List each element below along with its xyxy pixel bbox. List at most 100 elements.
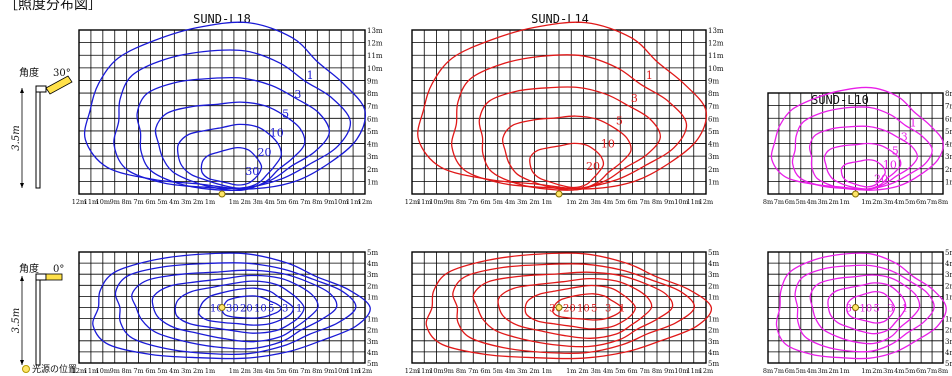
x-tick-label: 12m	[405, 367, 419, 375]
x-tick-label: 6m	[480, 198, 490, 206]
contour-value-label: 3	[605, 304, 611, 315]
arrow-down-icon	[20, 360, 24, 365]
contour-line	[775, 252, 947, 360]
x-tick-label: 11m	[346, 198, 360, 206]
x-tick-label: 8m	[456, 198, 466, 206]
contour-value-label: 20	[563, 304, 576, 315]
x-tick-label: 7m	[927, 367, 937, 375]
x-tick-label: 8m	[652, 367, 662, 375]
contours-bottom: 30 20 10 5 3 1	[425, 252, 712, 360]
x-tick-label: 4m	[603, 367, 613, 375]
x-tick-label: 5m	[615, 367, 625, 375]
x-tick-label: 11m	[84, 198, 98, 206]
panel-1: SUND-L1413m12m11m10m9m8m7m6m5m4m3m2m1m12…	[405, 12, 724, 375]
y-tick-label: 13m	[708, 27, 724, 35]
y-tick-label: 3m	[945, 338, 952, 346]
y-tick-label: 1m	[708, 316, 719, 324]
x-tick-label: 1m	[542, 367, 552, 375]
x-tick-label: 4m	[265, 367, 275, 375]
contour-line	[174, 280, 305, 334]
y-tick-label: 1m	[367, 178, 378, 186]
y-tick-label: 3m	[367, 153, 378, 161]
x-tick-label: 10m	[674, 367, 688, 375]
x-tick-label: 10m	[334, 367, 348, 375]
x-tick-label: 8m	[122, 367, 132, 375]
contour-line	[472, 271, 674, 348]
contour-value-label: 30	[549, 304, 562, 315]
x-tick-label: 2m	[578, 367, 588, 375]
page-header: ［照度分布図］	[4, 0, 102, 13]
y-tick-label: 6m	[945, 115, 952, 123]
contour-value-label: 1	[910, 116, 917, 129]
x-tick-label: 2m	[529, 198, 539, 206]
x-tick-label: 3m	[181, 367, 191, 375]
angle-label: 角度	[19, 262, 39, 275]
x-tick-label: 5m	[493, 367, 503, 375]
contour-value-label: 20	[240, 304, 253, 315]
x-tick-label: 6m	[785, 367, 795, 375]
y-tick-label: 10m	[708, 65, 724, 73]
light-source-marker-icon	[22, 364, 30, 373]
contour-value-label: 5	[282, 107, 289, 120]
contour-value-label: 30	[846, 304, 859, 315]
arrow-up-icon	[20, 88, 24, 93]
contour-line	[200, 146, 263, 186]
x-tick-label: 9m	[444, 367, 454, 375]
y-tick-label: 9m	[367, 77, 378, 85]
contour-value-label: 5	[591, 304, 597, 315]
x-tick-label: 2m	[828, 198, 838, 206]
y-tick-label: 4m	[708, 260, 719, 268]
arrow-up-icon	[20, 276, 24, 281]
angle-label: 角度	[19, 66, 39, 79]
x-tick-label: 3m	[883, 367, 893, 375]
x-tick-label: 4m	[505, 367, 515, 375]
x-tick-label: 1m	[205, 198, 215, 206]
contour-line	[846, 290, 896, 324]
y-tick-label: 11m	[708, 52, 724, 60]
contour-value-label: 1	[619, 304, 625, 315]
x-tick-label: 1m	[861, 198, 871, 206]
y-tick-label: 1m	[945, 178, 952, 186]
contour-value-label: 3	[294, 88, 301, 101]
x-tick-label: 11m	[417, 367, 431, 375]
y-tick-label: 4m	[708, 349, 719, 357]
y-tick-label: 4m	[367, 141, 378, 149]
y-tick-label: 5m	[367, 249, 378, 257]
contour-line	[113, 49, 351, 190]
contour-value-label: 1	[296, 304, 302, 315]
y-tick-label: 2m	[708, 166, 719, 174]
y-tick-label: 5m	[708, 249, 719, 257]
contour-value-label: 3	[888, 304, 894, 315]
x-tick-label: 7m	[774, 198, 784, 206]
y-tick-label: 12m	[708, 40, 724, 48]
x-tick-label: 12m	[699, 367, 713, 375]
x-tick-label: 6m	[145, 367, 155, 375]
y-tick-label: 3m	[945, 153, 952, 161]
y-tick-label: 4m	[945, 141, 952, 149]
contour-line	[529, 142, 605, 189]
x-tick-label: 7m	[133, 367, 143, 375]
y-tick-label: 2m	[708, 282, 719, 290]
x-tick-label: 6m	[916, 198, 926, 206]
contour-line	[840, 159, 886, 188]
y-tick-label: 10m	[367, 65, 383, 73]
x-tick-label: 8m	[763, 198, 773, 206]
light-source-marker	[852, 190, 859, 198]
y-tick-label: 1m	[367, 293, 378, 301]
contour-line	[136, 76, 330, 192]
y-tick-label: 5m	[945, 128, 952, 136]
y-tick-label: 4m	[367, 260, 378, 268]
y-tick-label: 5m	[367, 360, 378, 368]
x-tick-label: 5m	[796, 367, 806, 375]
contour-value-label: 10	[601, 137, 615, 150]
x-tick-label: 4m	[894, 367, 904, 375]
contour-value-label: 5	[616, 115, 623, 128]
x-tick-label: 11m	[346, 367, 360, 375]
x-tick-label: 10m	[334, 198, 348, 206]
contour-line	[83, 21, 366, 190]
x-tick-label: 1m	[839, 198, 849, 206]
x-tick-label: 6m	[916, 367, 926, 375]
contour-value-label: 20	[586, 160, 600, 173]
